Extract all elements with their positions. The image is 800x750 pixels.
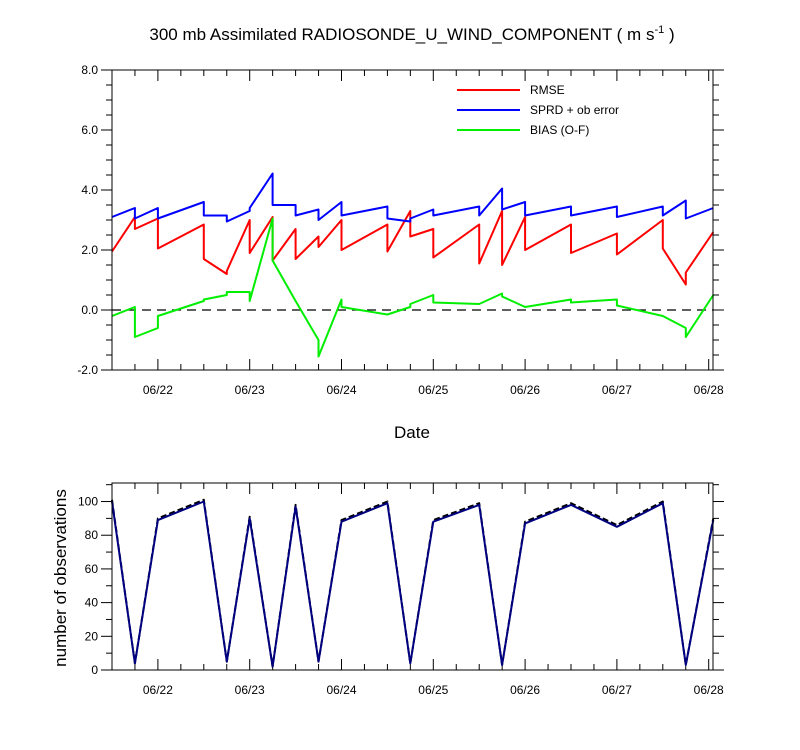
x-tick-label: 06/22	[143, 383, 173, 397]
y-tick-label: -2.0	[77, 363, 98, 377]
series-line-bias-o-f	[111, 217, 715, 358]
y-tick-label: 60	[85, 562, 99, 576]
y-tick-label: 6.0	[81, 123, 98, 137]
top-panel: -2.0 0.0 2.0 4.0 6.0 8.0 06/22 06/23 06/24 06/25…	[77, 63, 724, 442]
series-line-observations	[111, 500, 715, 668]
x-tick-label: 06/27	[602, 683, 632, 697]
bottom-plot-frame	[111, 482, 714, 671]
y-tick-label: 2.0	[81, 243, 98, 257]
x-tick-label: 06/23	[235, 683, 265, 697]
legend: RMSE SPRD + ob error BIAS (O-F)	[457, 83, 619, 137]
y-tick-label: 0.0	[81, 303, 98, 317]
legend-label: SPRD + ob error	[530, 103, 619, 117]
x-tick-label: 06/22	[143, 683, 173, 697]
title-superscript: -1	[654, 24, 664, 36]
y-tick-label: 80	[85, 528, 99, 542]
top-y-tick-labels: -2.0 0.0 2.0 4.0 6.0 8.0	[77, 63, 98, 377]
series-line-observations-dashed	[111, 498, 715, 668]
legend-label: RMSE	[530, 83, 565, 97]
x-axis-label: Date	[394, 423, 430, 442]
x-tick-label: 06/25	[418, 683, 448, 697]
bottom-series	[111, 498, 715, 668]
y-tick-label: 100	[78, 495, 98, 509]
top-plot-frame	[111, 69, 714, 371]
x-tick-label: 06/28	[694, 683, 724, 697]
top-ticks	[101, 69, 724, 371]
bottom-y-tick-labels: 0 20 40 60 80 100	[78, 495, 98, 677]
chart-title: 300 mb Assimilated RADIOSONDE_U_WIND_COM…	[149, 24, 674, 44]
y-tick-label: 20	[85, 629, 99, 643]
x-tick-label: 06/26	[510, 383, 540, 397]
title-end: )	[664, 25, 674, 44]
y-axis-label: number of observations	[51, 489, 70, 667]
title-main: 300 mb Assimilated RADIOSONDE_U_WIND_COM…	[149, 25, 654, 44]
legend-label: BIAS (O-F)	[530, 123, 589, 137]
y-tick-label: 8.0	[81, 63, 98, 77]
bottom-ticks	[101, 483, 724, 671]
x-tick-label: 06/26	[510, 683, 540, 697]
series-line-sprd-ob-error	[111, 172, 714, 223]
series-line-rmse	[111, 210, 715, 286]
bottom-x-tick-labels: 06/22 06/23 06/24 06/25 06/26 06/27 06/28	[143, 683, 724, 697]
top-x-tick-labels: 06/22 06/23 06/24 06/25 06/26 06/27 06/28	[143, 383, 724, 397]
x-tick-label: 06/24	[326, 683, 356, 697]
y-tick-label: 4.0	[81, 183, 98, 197]
x-tick-label: 06/25	[418, 383, 448, 397]
x-tick-label: 06/24	[326, 383, 356, 397]
x-tick-label: 06/23	[235, 383, 265, 397]
y-tick-label: 0	[91, 663, 98, 677]
y-tick-label: 40	[85, 596, 99, 610]
x-tick-label: 06/28	[694, 383, 724, 397]
top-series	[111, 172, 715, 358]
x-tick-label: 06/27	[602, 383, 632, 397]
